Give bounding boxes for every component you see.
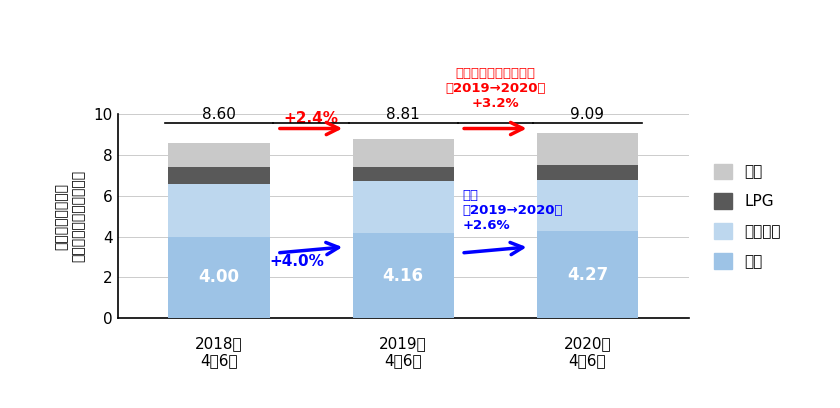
Text: +2.4%: +2.4% — [284, 111, 339, 126]
Text: 4～6月: 4～6月 — [200, 353, 238, 368]
Bar — [537, 231, 638, 318]
Text: 家庭内エネルギー合計
（2019→2020）
+3.2%: 家庭内エネルギー合計 （2019→2020） +3.2% — [445, 67, 545, 110]
Bar — [168, 167, 270, 184]
Text: 4.27: 4.27 — [567, 266, 608, 284]
Text: +4.0%: +4.0% — [269, 254, 323, 269]
Text: 2019年: 2019年 — [380, 337, 427, 352]
Bar — [168, 143, 270, 167]
Legend: 灌油, LPG, 都市ガス, 電気: 灌油, LPG, 都市ガス, 電気 — [708, 157, 787, 275]
Bar — [353, 138, 454, 167]
Text: 2020年: 2020年 — [564, 337, 612, 352]
Bar — [353, 167, 454, 181]
Text: 4～6月: 4～6月 — [569, 353, 606, 368]
Text: 電気
（2019→2020）
+2.6%: 電気 （2019→2020） +2.6% — [462, 188, 563, 232]
Text: 9.09: 9.09 — [570, 107, 605, 122]
Text: 4.16: 4.16 — [383, 267, 423, 285]
Bar — [537, 133, 638, 166]
Text: 4～6月: 4～6月 — [385, 353, 422, 368]
Text: 4.00: 4.00 — [198, 268, 239, 286]
Bar — [537, 180, 638, 231]
Text: 2018年: 2018年 — [195, 337, 243, 352]
Text: 8.81: 8.81 — [386, 107, 420, 122]
Bar — [537, 166, 638, 180]
Text: 8.60: 8.60 — [202, 107, 236, 122]
Bar — [353, 181, 454, 233]
Y-axis label: エネルギー消費量
［ＧＪ／世帯・３カ月］: エネルギー消費量 ［ＧＪ／世帯・３カ月］ — [55, 170, 85, 262]
Bar — [168, 184, 270, 237]
Bar — [353, 233, 454, 318]
Bar — [168, 237, 270, 318]
